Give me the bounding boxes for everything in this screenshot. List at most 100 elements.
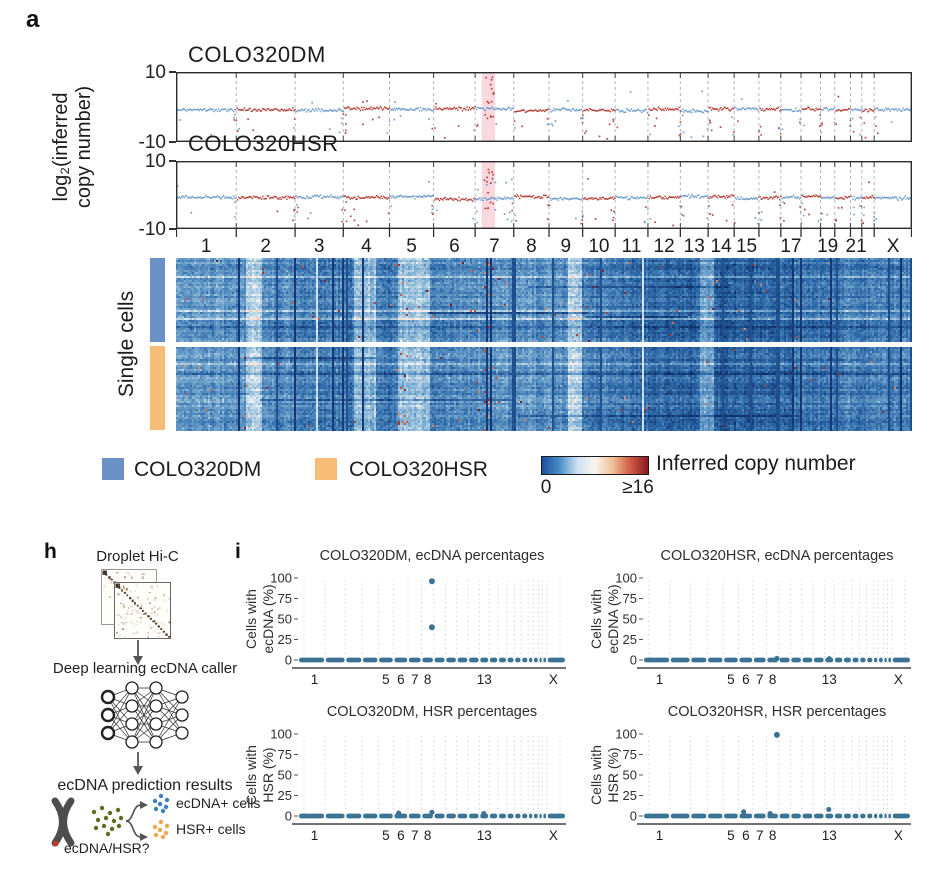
track-dm-ytick-top: 10 bbox=[144, 62, 166, 83]
baseline-dot-strip bbox=[543, 657, 547, 663]
chromosome-axis-label: 2 bbox=[260, 236, 271, 257]
baseline-dot-strip bbox=[528, 657, 533, 663]
x-tick-label: 5 bbox=[727, 672, 735, 687]
baseline-dot-strip bbox=[325, 813, 345, 819]
outlier-point bbox=[429, 809, 435, 815]
baseline-dot-strip bbox=[860, 657, 866, 663]
baseline-dot-strip bbox=[547, 813, 565, 819]
baseline-dot-strip bbox=[878, 813, 883, 819]
baseline-dot-strip bbox=[299, 813, 325, 819]
x-tick-label: 6 bbox=[397, 828, 405, 843]
x-tick-label: 7 bbox=[756, 828, 764, 843]
baseline-dot-strip bbox=[379, 657, 393, 663]
baseline-dot-strip bbox=[707, 813, 723, 819]
x-tick-label: 5 bbox=[382, 672, 390, 687]
y-tick-label: 50 bbox=[623, 768, 637, 783]
baseline-dot-strip bbox=[843, 813, 851, 819]
cnv-y-axis-label-line1: log₂(inferred bbox=[50, 92, 72, 202]
y-tick-label: 75 bbox=[278, 747, 292, 762]
baseline-dot-strip bbox=[507, 813, 514, 819]
baseline-dot-strip bbox=[498, 813, 506, 819]
baseline-dot-strip bbox=[457, 657, 468, 663]
x-tick-label: 8 bbox=[424, 828, 432, 843]
baseline-dot-strip bbox=[422, 657, 433, 663]
outlier-point bbox=[741, 809, 747, 815]
chromosome-axis-label: 12 bbox=[653, 236, 675, 257]
outlier-point bbox=[826, 656, 832, 662]
outlier-point bbox=[767, 810, 773, 817]
y-tick-label: 75 bbox=[278, 591, 292, 606]
baseline-dot-strip bbox=[394, 657, 408, 663]
x-tick-label: 8 bbox=[424, 672, 432, 687]
x-tick-label: 8 bbox=[769, 672, 777, 687]
panel-a-label: a bbox=[26, 6, 40, 33]
baseline-dot-strip bbox=[852, 657, 859, 663]
y-tick-label: 25 bbox=[278, 788, 292, 803]
hsr-cells-label: HSR+ cells bbox=[176, 821, 246, 837]
chromosome-axis-label: 10 bbox=[588, 236, 610, 257]
hsr-cells-icon bbox=[152, 819, 170, 840]
baseline-dot-strip bbox=[884, 813, 887, 819]
y-tick-label: 25 bbox=[278, 632, 292, 647]
chromosome-axis-label: 6 bbox=[449, 236, 460, 257]
chromosome-axis-ticks bbox=[176, 229, 912, 237]
legend-swatch-dm bbox=[102, 458, 124, 480]
baseline-dot-strip bbox=[408, 657, 421, 663]
baseline-dot-strip bbox=[873, 813, 878, 819]
ecdna-cells-label: ecDNA+ cells bbox=[176, 795, 261, 811]
chromosome-gridlines bbox=[648, 736, 906, 820]
cnv-y-axis-label: log₂(inferred copy number) bbox=[50, 86, 96, 208]
baseline-dot-strip bbox=[422, 813, 433, 819]
hic-matrix-icon bbox=[100, 568, 172, 640]
baseline-dot-strip bbox=[852, 813, 859, 819]
chromosome-gridlines bbox=[303, 580, 561, 664]
down-arrow-icon bbox=[133, 752, 143, 775]
baseline-dot-strip bbox=[434, 657, 445, 663]
legend-swatch-hsr bbox=[315, 458, 337, 480]
baseline-dot-strip bbox=[528, 813, 533, 819]
baseline-dot-strip bbox=[346, 657, 362, 663]
baseline-dot-strip bbox=[753, 657, 766, 663]
x-tick-label: 1 bbox=[656, 672, 664, 687]
baseline-dot-strip bbox=[724, 813, 738, 819]
baseline-dot-strip bbox=[843, 657, 851, 663]
baseline-dot-strip bbox=[522, 813, 528, 819]
chromosome-axis-label: X bbox=[886, 236, 900, 257]
baseline-dot-strip bbox=[802, 813, 813, 819]
fork-arrows-icon bbox=[125, 801, 148, 841]
x-tick-label: 5 bbox=[382, 828, 390, 843]
baseline-dot-strip bbox=[408, 813, 421, 819]
x-tick-label: 13 bbox=[822, 672, 837, 687]
baseline-dot-strip bbox=[878, 657, 883, 663]
chromosome-axis-label: 19 bbox=[817, 236, 839, 257]
chromosome-red-mark bbox=[53, 841, 58, 846]
panel-h-label: h bbox=[44, 540, 57, 563]
y-tick-label: 75 bbox=[623, 747, 637, 762]
y-tick-label: 50 bbox=[278, 768, 292, 783]
down-arrow-icon bbox=[133, 640, 143, 665]
chromosome-gridlines bbox=[648, 580, 906, 664]
baseline-dot-strip bbox=[457, 813, 468, 819]
x-tick-label: 1 bbox=[311, 828, 319, 843]
baseline-dot-strip bbox=[707, 657, 723, 663]
baseline-dot-strip bbox=[779, 813, 790, 819]
x-tick-label: 1 bbox=[311, 672, 319, 687]
baseline-dot-strip bbox=[825, 813, 834, 819]
baseline-dot-strip bbox=[379, 813, 393, 819]
x-tick-label: 13 bbox=[477, 828, 492, 843]
baseline-dot-strip bbox=[362, 813, 378, 819]
baseline-dot-strip bbox=[670, 657, 690, 663]
baseline-dot-strip bbox=[739, 813, 753, 819]
track-hsr-ytick-bottom: -10 bbox=[138, 219, 166, 240]
scatter-hsr-hsr: 0 25 50 75 100 1 5 6 7 8 13 X bbox=[615, 727, 911, 843]
baseline-dot-strip bbox=[644, 813, 670, 819]
baseline-dot-strip bbox=[480, 657, 489, 663]
chromosome-gridlines bbox=[303, 736, 561, 820]
scatter-dm-hsr: 0 25 50 75 100 1 5 6 7 8 13 X bbox=[270, 727, 566, 843]
chromosome-axis-label: 3 bbox=[313, 236, 325, 257]
baseline-dot-strip bbox=[533, 657, 538, 663]
baseline-dot-strip bbox=[515, 657, 521, 663]
neural-network-icon bbox=[100, 681, 189, 749]
y-tick-label: 25 bbox=[623, 632, 637, 647]
chromosome-axis-label: 21 bbox=[845, 236, 867, 257]
